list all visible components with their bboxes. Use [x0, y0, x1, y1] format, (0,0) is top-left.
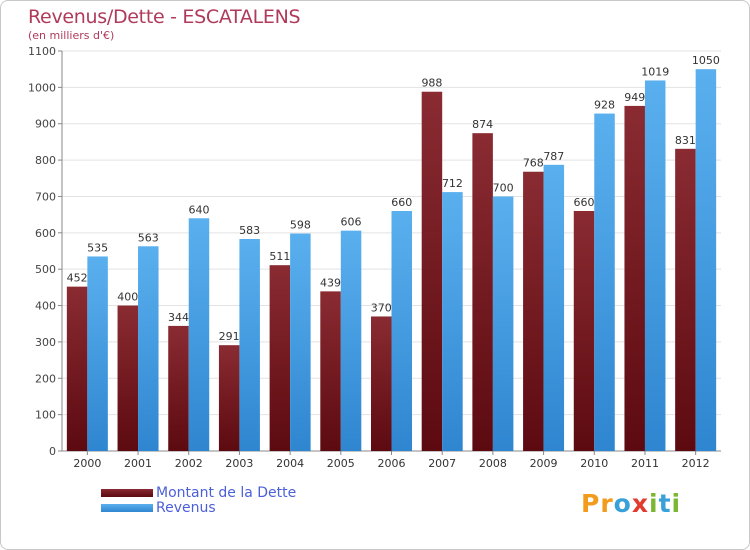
logo-letter: x [631, 489, 649, 518]
bar-dette [523, 171, 544, 451]
data-label-revenus: 563 [138, 231, 159, 244]
bar-dette [117, 305, 139, 451]
x-tick-label: 2009 [530, 457, 558, 470]
y-tick-label: 900 [35, 118, 56, 131]
bar-dette [675, 148, 696, 451]
y-tick-label: 500 [35, 263, 56, 276]
data-label-dette: 344 [168, 311, 189, 324]
data-label-dette: 768 [523, 157, 544, 170]
y-tick-label: 200 [35, 372, 56, 385]
logo-letter: i [671, 489, 682, 518]
data-label-dette: 452 [67, 272, 88, 285]
legend-label-revenus: Revenus [156, 500, 216, 516]
bar-revenus [239, 239, 260, 451]
data-label-revenus: 928 [594, 99, 615, 112]
y-tick-label: 1100 [28, 45, 56, 58]
bar-revenus [340, 230, 362, 451]
legend-item-revenus: Revenus [101, 500, 361, 516]
logo-letter: P [581, 489, 601, 518]
bar-revenus [391, 211, 412, 451]
bar-dette [624, 105, 645, 451]
bar-revenus [138, 246, 159, 451]
data-label-revenus: 660 [391, 196, 412, 209]
x-tick-label: 2012 [682, 457, 710, 470]
data-label-revenus: 1050 [692, 54, 720, 67]
data-label-revenus: 712 [442, 177, 463, 190]
y-tick-label: 100 [35, 409, 56, 422]
logo-letter: r [600, 489, 614, 518]
chart-subtitle: (en milliers d'€) [28, 29, 115, 42]
bar-dette [573, 211, 595, 451]
x-tick-label: 2010 [580, 457, 608, 470]
bar-revenus [442, 192, 463, 451]
data-label-dette: 831 [675, 134, 696, 147]
x-tick-label: 2000 [73, 457, 101, 470]
y-tick-label: 600 [35, 227, 56, 240]
bar-dette [421, 91, 443, 452]
data-label-dette: 660 [574, 196, 595, 209]
bar-revenus [290, 233, 311, 451]
data-label-revenus: 535 [87, 241, 108, 254]
x-tick-label: 2006 [378, 457, 406, 470]
data-label-revenus: 583 [239, 224, 260, 237]
chart-title: Revenus/Dette - ESCATALENS [28, 6, 301, 28]
data-label-revenus: 787 [543, 150, 564, 163]
x-tick-label: 2002 [175, 457, 203, 470]
legend-swatch-revenus [101, 504, 153, 512]
data-label-dette: 291 [219, 330, 240, 343]
y-tick-label: 800 [35, 154, 56, 167]
proxiti-logo: Proxiti [581, 489, 681, 518]
bar-revenus [87, 256, 108, 451]
bar-dette [472, 133, 493, 451]
y-tick-label: 400 [35, 300, 56, 313]
logo-letter: o [613, 489, 632, 518]
y-tick-label: 700 [35, 190, 56, 203]
bar-revenus [594, 113, 615, 451]
x-tick-label: 2007 [428, 457, 456, 470]
x-tick-label: 2008 [479, 457, 507, 470]
data-label-dette: 439 [320, 276, 341, 289]
data-label-revenus: 606 [341, 216, 362, 229]
x-tick-label: 2004 [276, 457, 304, 470]
bar-revenus [543, 164, 565, 451]
bar-dette [269, 265, 291, 451]
bar-revenus [644, 80, 666, 452]
x-tick-label: 2005 [327, 457, 355, 470]
data-label-dette: 511 [269, 250, 290, 263]
x-tick-label: 2003 [225, 457, 253, 470]
legend-label-dette: Montant de la Dette [156, 485, 297, 501]
bar-dette [371, 316, 392, 451]
data-label-dette: 400 [117, 291, 138, 304]
bar-dette [218, 345, 240, 451]
legend-swatch-dette [101, 489, 153, 497]
legend-item-dette: Montant de la Dette [101, 485, 361, 501]
data-label-dette: 988 [421, 77, 442, 90]
bar-revenus [188, 218, 210, 451]
data-label-dette: 949 [624, 91, 645, 104]
bar-revenus [695, 69, 717, 451]
data-label-revenus: 640 [188, 203, 209, 216]
bar-dette [168, 325, 189, 451]
y-tick-label: 1000 [28, 81, 56, 94]
bar-dette [320, 291, 341, 451]
data-label-revenus: 598 [290, 219, 311, 232]
y-tick-label: 0 [49, 445, 56, 458]
x-tick-label: 2001 [124, 457, 152, 470]
data-label-revenus: 1019 [641, 65, 669, 78]
logo-letter: i [649, 489, 659, 518]
data-label-dette: 874 [472, 118, 493, 131]
data-label-revenus: 700 [493, 181, 514, 194]
x-tick-label: 2011 [631, 457, 659, 470]
bar-revenus [492, 196, 514, 451]
y-tick-label: 300 [35, 336, 56, 349]
logo-letter: t [658, 489, 672, 518]
bar-dette [66, 286, 88, 451]
data-label-dette: 370 [371, 301, 392, 314]
